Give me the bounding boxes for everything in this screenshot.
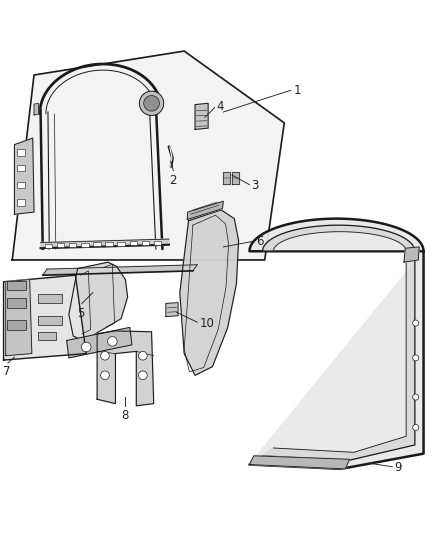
Polygon shape: [6, 279, 32, 356]
Text: 1: 1: [294, 84, 301, 96]
Polygon shape: [12, 51, 284, 260]
Polygon shape: [67, 327, 132, 358]
Polygon shape: [97, 331, 154, 406]
Circle shape: [139, 91, 164, 116]
Bar: [130, 241, 137, 245]
Circle shape: [413, 355, 419, 361]
Bar: [39, 332, 56, 341]
Circle shape: [144, 95, 159, 111]
Circle shape: [101, 351, 110, 360]
Text: 5: 5: [78, 306, 85, 320]
Circle shape: [81, 342, 91, 352]
Bar: [39, 316, 62, 325]
Polygon shape: [180, 210, 239, 375]
Text: 8: 8: [122, 409, 129, 422]
Polygon shape: [34, 103, 39, 115]
Polygon shape: [250, 219, 424, 469]
Polygon shape: [41, 239, 169, 248]
Bar: [141, 241, 149, 245]
Bar: [106, 242, 113, 246]
Polygon shape: [166, 303, 178, 317]
Circle shape: [138, 371, 147, 379]
Text: 4: 4: [216, 100, 223, 114]
Circle shape: [413, 394, 419, 400]
Polygon shape: [223, 172, 230, 184]
Bar: [7, 281, 26, 290]
Polygon shape: [14, 138, 34, 214]
Circle shape: [108, 336, 117, 346]
Polygon shape: [232, 172, 239, 184]
Polygon shape: [4, 275, 86, 360]
Text: 9: 9: [394, 461, 402, 474]
Bar: [117, 241, 125, 246]
Bar: [39, 294, 62, 303]
Text: 7: 7: [3, 365, 11, 378]
Bar: [17, 182, 25, 188]
Circle shape: [101, 371, 110, 379]
Polygon shape: [187, 201, 223, 220]
Circle shape: [413, 424, 419, 431]
Bar: [69, 243, 77, 247]
Bar: [57, 243, 64, 247]
Bar: [17, 165, 25, 171]
Text: 6: 6: [256, 235, 264, 248]
Polygon shape: [69, 262, 127, 341]
Polygon shape: [262, 225, 415, 460]
Bar: [81, 243, 88, 247]
Polygon shape: [250, 456, 350, 469]
Polygon shape: [195, 103, 208, 130]
Text: 10: 10: [199, 317, 214, 330]
Bar: [45, 244, 52, 247]
Text: 2: 2: [169, 174, 176, 187]
Bar: [93, 243, 101, 246]
Polygon shape: [43, 265, 197, 275]
Bar: [17, 199, 25, 206]
Bar: [154, 241, 161, 245]
Circle shape: [413, 320, 419, 326]
Bar: [7, 320, 26, 329]
Polygon shape: [404, 247, 419, 262]
Text: 3: 3: [252, 180, 259, 192]
Bar: [7, 298, 26, 308]
Bar: [17, 149, 25, 156]
Circle shape: [138, 351, 147, 360]
